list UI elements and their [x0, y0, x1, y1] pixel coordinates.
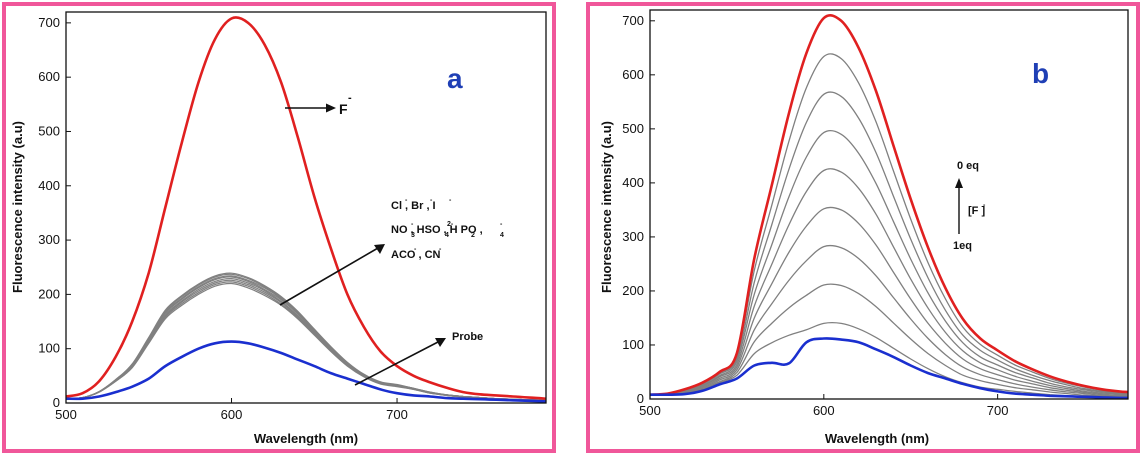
chart-a-plot-border [65, 11, 547, 404]
chart-a-ytick-label: 600 [38, 69, 60, 84]
anions-line3: ACO , CN [391, 249, 441, 261]
chart-b-panel-letter: b [1032, 58, 1049, 89]
chart-b-series-line-0 [649, 13, 1129, 396]
svg-text:-: - [500, 221, 503, 228]
chart-a-series-line-9 [65, 340, 547, 403]
chart-b-xtick-label: 600 [813, 403, 835, 418]
chart-b-series-line-3 [649, 129, 1129, 396]
chart-b-series-group [649, 13, 1129, 400]
probe-label: Probe [452, 331, 483, 343]
svg-text:4: 4 [500, 232, 504, 239]
concentration-arrow [955, 178, 963, 234]
svg-text:-: - [439, 246, 442, 253]
fluoride-label: F [339, 101, 348, 117]
svg-text:2-: 2- [447, 221, 454, 228]
svg-text:-: - [430, 197, 433, 204]
chart-a-xtick-label: 700 [386, 407, 408, 422]
zero-eq-label: 0 eq [957, 160, 979, 172]
svg-text:2: 2 [471, 232, 475, 239]
chart-a-ytick-label: 700 [38, 15, 60, 30]
chart-b-ytick-label: 600 [622, 67, 644, 82]
svg-text:-: - [449, 197, 452, 204]
probe-arrow [354, 338, 446, 386]
svg-text:-: - [405, 197, 408, 204]
anions-arrow [279, 244, 385, 306]
chart-b-series-line-2 [649, 91, 1129, 396]
chart-b-series-line-6 [649, 244, 1128, 397]
chart-a-series-line-8 [65, 272, 547, 401]
fluoride-concentration-sup: - [983, 202, 986, 209]
chart-b-plot-border [649, 9, 1129, 400]
chart-b-series-line-7 [649, 283, 1129, 398]
chart-a-ylabel: Fluorescence intensity (a.u) [10, 121, 25, 293]
chart-a-panel-letter: a [447, 63, 463, 94]
chart-a-series-line-0 [65, 16, 547, 400]
chart-b-ticks-group: 500 600 700 0 100 200 300 400 500 600 700 [622, 13, 1008, 418]
svg-text:3: 3 [411, 232, 415, 239]
chart-b-series-line-9 [649, 337, 1129, 400]
chart-a-series-group [65, 16, 547, 403]
chart-b-ytick-label: 100 [622, 337, 644, 352]
chart-b-ytick-label: 200 [622, 283, 644, 298]
chart-b-ytick-label: 400 [622, 175, 644, 190]
chart-a-ytick-label: 300 [38, 232, 60, 247]
chart-a: 500 600 700 0 100 200 300 400 500 600 700 Waveleng… [10, 11, 547, 446]
chart-b-xlabel: Wavelength (nm) [825, 431, 929, 446]
fluoride-label-sup: - [348, 92, 352, 104]
chart-a-ytick-label: 0 [53, 395, 60, 410]
chart-b-ytick-label: 300 [622, 229, 644, 244]
svg-text:4: 4 [445, 232, 449, 239]
anions-line1: Cl , Br , I [391, 200, 436, 212]
chart-a-ytick-label: 500 [38, 123, 60, 138]
chart-b-xtick-label: 500 [639, 403, 661, 418]
chart-b-series-line-1 [649, 53, 1129, 396]
svg-text:-: - [414, 246, 417, 253]
chart-a-xtick-label: 500 [55, 407, 77, 422]
chart-b-ylabel: Fluorescence intensity (a.u) [599, 121, 614, 293]
fluoride-arrow [285, 103, 336, 113]
chart-a-ytick-label: 400 [38, 178, 60, 193]
chart-b-series-line-5 [649, 206, 1129, 396]
chart-b-series-line-4 [649, 168, 1129, 396]
chart-a-ytick-label: 200 [38, 286, 60, 301]
fluoride-concentration-label: [F ] [968, 205, 985, 217]
chart-a-xtick-label: 600 [221, 407, 243, 422]
chart-b-ytick-label: 500 [622, 121, 644, 136]
chart-b-ytick-label: 0 [637, 391, 644, 406]
chart-a-ytick-label: 100 [38, 341, 60, 356]
chart-b-ytick-label: 700 [622, 13, 644, 28]
anions-line2: NO , HSO , H PO , [391, 224, 483, 236]
chart-a-xlabel: Wavelength (nm) [254, 431, 358, 446]
svg-text:-: - [411, 221, 414, 228]
anions-charges: - - - 3 - 4 2- 2 4 - - - [405, 197, 504, 253]
one-eq-label: 1eq [953, 240, 972, 252]
chart-b-xtick-label: 700 [987, 403, 1009, 418]
